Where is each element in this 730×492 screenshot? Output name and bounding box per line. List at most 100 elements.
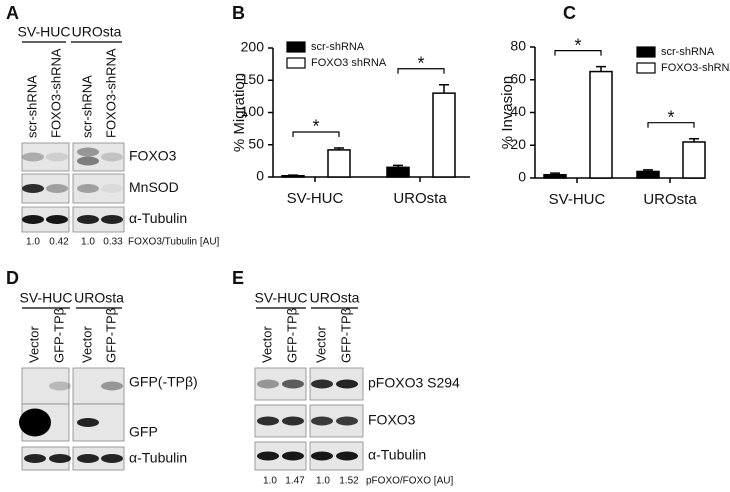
blot-band [77,418,99,427]
y-tick-label: 0 [518,169,526,185]
quant-value: 1.0 [263,476,277,487]
y-axis-label: % Migration [231,73,248,152]
x-tick-label: UROsta [393,190,447,207]
panel-letter: D [6,268,19,288]
blot-band [336,379,358,389]
y-tick-label: 40 [510,103,526,119]
lane-label: GFP-TPβ [103,308,118,363]
legend-swatch [636,62,656,74]
y-tick-label: 80 [510,38,526,54]
lane-label: Vector [79,325,94,363]
x-tick-label: SV-HUC [287,190,344,207]
panel-letter: E [232,268,244,288]
blot-band [311,451,333,461]
error-bar [643,169,653,172]
legend-swatch [286,41,306,53]
blot-band [77,156,99,166]
y-tick-label: 100 [241,103,265,119]
group-label: SV-HUC [255,290,308,306]
row-label: α-Tubulin [129,210,187,226]
quant-value: 1.0 [26,237,40,248]
y-axis-label: % Invasion [499,76,516,149]
panel-letter: A [6,3,19,23]
lane-label: Vector [259,325,274,363]
panel-letter: B [232,3,245,23]
quant-value: 1.0 [316,476,330,487]
blot-panel [21,142,70,172]
blot-band [22,215,44,224]
quant-value: 0.42 [49,237,69,248]
blot-band [257,451,279,461]
lane-label: scr-shRNA [24,75,39,138]
group-label: UROsta [72,24,122,40]
significance-star: * [312,117,319,137]
lane-label: GFP-TPβ [284,308,299,363]
blot-band [101,381,123,391]
row-label: pFOXO3 S294 [368,375,460,391]
error-bar [596,65,606,72]
blot-band [257,379,279,389]
bar [432,92,456,178]
blot-band [101,454,123,463]
bar [543,173,567,179]
legend-label: scr-shRNA [311,41,365,53]
lane-label: GFP-TPβ [51,308,66,363]
significance-star: * [574,35,581,55]
blot-band [77,215,99,224]
significance-star: * [417,54,424,74]
blot-band [101,184,123,193]
legend-swatch [636,46,656,58]
y-tick-label: 200 [241,39,265,55]
error-bar [439,84,449,94]
blot-panel [21,367,70,405]
legend-swatch [286,57,306,69]
error-bar [550,172,560,175]
significance-bracket [397,68,445,74]
blot-band [77,454,99,463]
bar [327,149,351,178]
blot-band [311,379,333,389]
blot-band [101,215,123,224]
row-label: α-Tubulin [368,447,426,463]
blot-band [257,416,279,426]
bar [636,170,660,179]
lane-label: FOXO3-shRNA [48,48,63,138]
error-bar [689,137,699,142]
legend-label: FOXO3 shRNA [311,57,387,69]
quant-label: FOXO3/Tubulin [AU] [128,237,220,248]
blot-band [282,379,304,389]
bar [682,141,706,179]
y-tick-label: 0 [256,168,264,184]
blot-band [46,215,68,224]
error-bar [334,147,344,150]
blot-band [336,416,358,426]
blot-band [101,152,123,162]
legend-label: scr-shRNA [661,46,715,58]
row-label: FOXO3 [129,148,177,164]
y-tick-label: 60 [510,70,526,86]
blot-band [49,381,71,391]
group-label: UROsta [310,290,360,306]
bar [386,166,410,178]
blot-band [49,454,71,463]
blot-band [46,152,68,162]
quant-label: pFOXO/FOXO [AU] [366,476,453,487]
blot-band [311,416,333,426]
blot-band [19,408,51,437]
blot-band [336,451,358,461]
significance-star: * [667,107,674,127]
row-label: MnSOD [129,179,179,195]
lane-label: Vector [26,325,41,363]
bar [281,174,305,178]
group-label: UROsta [74,290,124,306]
y-tick-label: 150 [241,71,265,87]
y-tick-label: 50 [248,135,264,151]
legend-label: FOXO3-shRNA [661,62,730,74]
row-label: GFP [129,424,158,440]
error-bar [288,174,298,176]
x-tick-label: UROsta [643,191,697,208]
error-bar [393,164,403,168]
group-label: SV-HUC [18,24,71,40]
lane-label: GFP-TPβ [338,308,353,363]
